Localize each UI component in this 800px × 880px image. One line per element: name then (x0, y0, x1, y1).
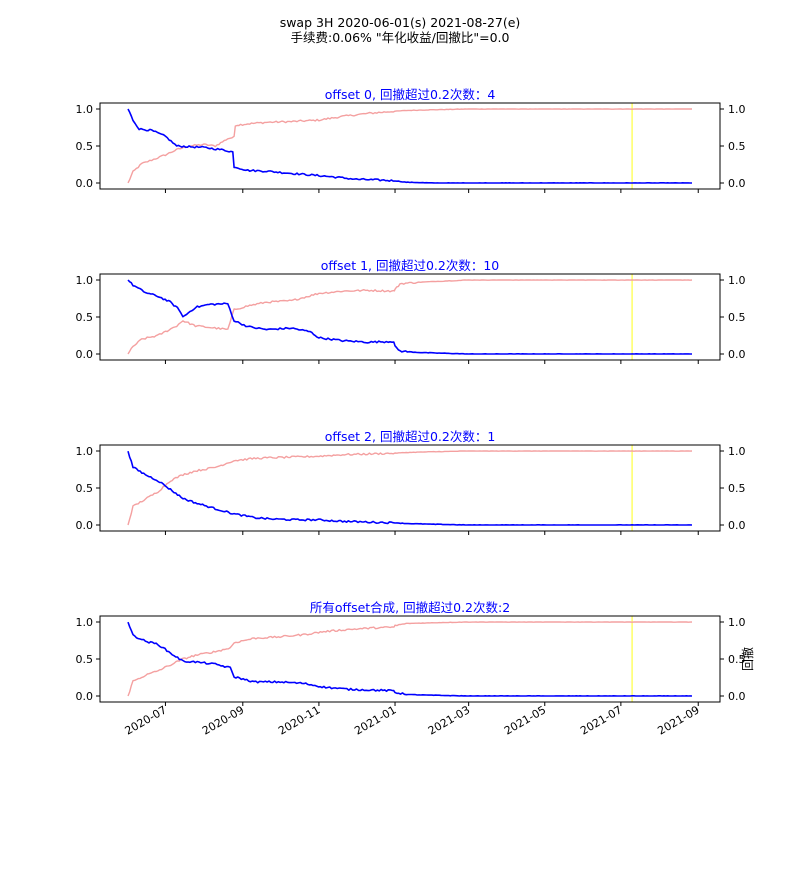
right-y-tick-label: 0.5 (728, 482, 746, 495)
chart-panel-0: offset 0, 回撤超过0.2次数：4 0.0 0.5 1.0 0.0 0.5 1.0 (76, 87, 746, 193)
y-tick-label: 0.5 (76, 311, 94, 324)
series-line-1 (127, 450, 693, 526)
y-tick-label: 1.0 (76, 274, 94, 287)
y-tick-label: 0.5 (76, 653, 94, 666)
y-tick-label: 0.5 (76, 140, 94, 153)
right-y-tick-label: 0.0 (728, 348, 746, 361)
y-tick-label: 1.0 (76, 445, 94, 458)
y-tick-label: 0.0 (76, 519, 94, 532)
right-y-tick-label: 0.5 (728, 311, 746, 324)
y-tick-label: 0.0 (76, 177, 94, 190)
figure-title-line-2: 手续费:0.06% "年化收益/回撤比"=0.0 (291, 30, 510, 45)
chart-panel-1: offset 1, 回撤超过0.2次数：10 0.0 0.5 1.0 0.0 0.5 1.0 (76, 258, 746, 364)
series-line-0 (127, 108, 692, 184)
y-tick-label: 0.5 (76, 482, 94, 495)
figure-title-line-1: swap 3H 2020-06-01(s) 2021-08-27(e) (280, 15, 521, 30)
right-y-tick-label: 1.0 (728, 103, 746, 116)
right-y-tick-label: 1.0 (728, 616, 746, 629)
right-y-tick-label: 1.0 (728, 274, 746, 287)
right-y-tick-label: 1.0 (728, 445, 746, 458)
series-line-1 (127, 108, 692, 184)
right-y-tick-label: 0.0 (728, 177, 746, 190)
right-y-tick-label: 0.0 (728, 690, 746, 703)
right-y-tick-label: 0.5 (728, 653, 746, 666)
y-tick-label: 0.0 (76, 690, 94, 703)
right-y-tick-label: 0.5 (728, 140, 746, 153)
panel-title: 所有offset合成, 回撤超过0.2次数:2 (310, 600, 510, 615)
y-tick-label: 1.0 (76, 103, 94, 116)
right-y-tick-label: 0.0 (728, 519, 746, 532)
series-line-1 (127, 621, 693, 697)
series-line-1 (127, 279, 692, 355)
series-line-0 (127, 450, 693, 526)
series-line-0 (127, 621, 693, 697)
panel-title: offset 2, 回撤超过0.2次数：1 (325, 429, 496, 444)
series-line-0 (127, 279, 693, 355)
panel-title: offset 1, 回撤超过0.2次数：10 (321, 258, 500, 273)
chart-panel-2: offset 2, 回撤超过0.2次数：1 0.0 0.5 1.0 0.0 0.5 1.0 (76, 429, 746, 535)
right-y-axis-label: 回撤 (740, 647, 755, 671)
y-tick-label: 1.0 (76, 616, 94, 629)
y-tick-label: 0.0 (76, 348, 94, 361)
panel-title: offset 0, 回撤超过0.2次数：4 (325, 87, 496, 102)
